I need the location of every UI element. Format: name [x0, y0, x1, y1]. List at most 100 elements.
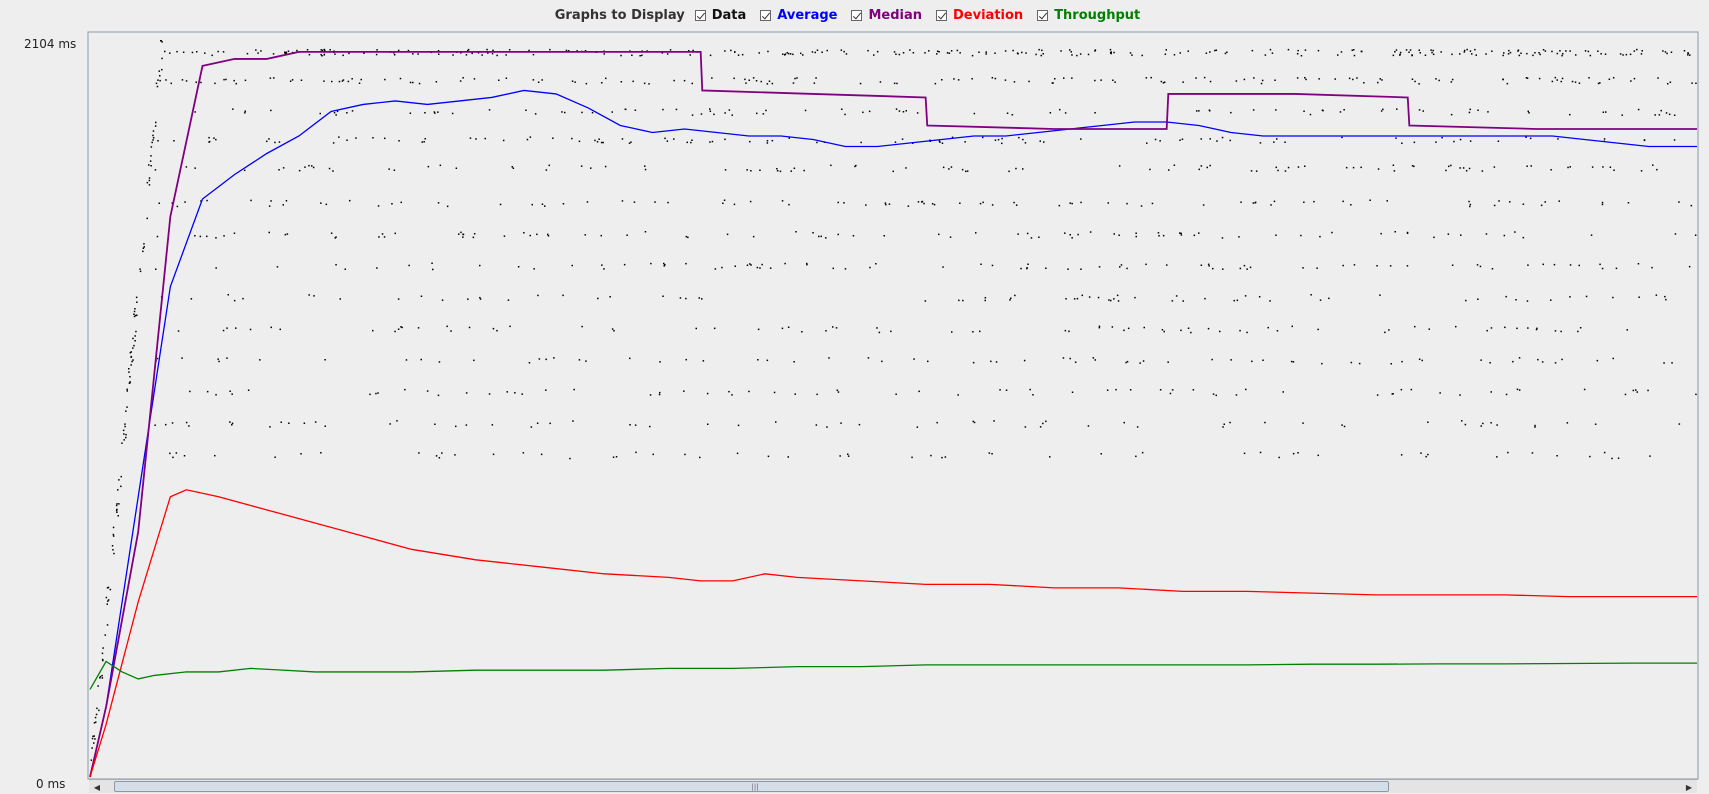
data-point — [243, 169, 246, 172]
data-point — [1115, 388, 1117, 391]
data-point — [564, 111, 566, 114]
data-point — [1413, 141, 1416, 144]
data-point — [837, 201, 839, 204]
data-point — [540, 453, 543, 456]
data-point — [941, 142, 944, 144]
legend-label-median: Median — [868, 7, 923, 23]
scroll-thumb[interactable]: ||| — [114, 781, 1390, 792]
data-point — [377, 392, 379, 394]
data-point — [351, 110, 354, 112]
data-point — [339, 298, 341, 300]
data-point — [1059, 108, 1061, 111]
data-point — [235, 82, 237, 85]
data-point — [1328, 297, 1330, 300]
data-point — [724, 50, 726, 52]
data-point — [741, 53, 744, 56]
data-point — [1030, 237, 1033, 239]
data-point — [1230, 359, 1232, 361]
checkbox-deviation[interactable] — [936, 9, 948, 21]
data-point — [479, 298, 482, 300]
data-point — [1601, 201, 1604, 204]
scroll-left-arrow-icon[interactable]: ◀ — [93, 782, 101, 792]
data-point — [634, 109, 637, 111]
data-point — [1175, 295, 1178, 297]
data-point — [233, 79, 235, 82]
data-point — [160, 40, 162, 42]
data-point — [938, 140, 941, 142]
data-point — [1229, 421, 1231, 424]
data-point — [1505, 295, 1507, 298]
data-point — [1567, 166, 1569, 169]
data-point — [621, 138, 624, 140]
data-point — [621, 200, 624, 202]
data-point — [1345, 166, 1348, 169]
data-point — [784, 53, 787, 55]
data-point — [1491, 50, 1493, 52]
data-point — [314, 421, 317, 423]
data-point — [933, 203, 936, 206]
data-point — [394, 330, 396, 333]
scroll-right-arrow-icon[interactable]: ▶ — [1685, 782, 1693, 792]
data-point — [1269, 48, 1272, 51]
data-point — [1206, 166, 1208, 169]
data-point — [351, 78, 353, 80]
data-point — [134, 308, 136, 310]
data-point — [1180, 232, 1182, 235]
legend-item-average[interactable]: Average — [760, 8, 837, 23]
data-point — [92, 735, 94, 738]
data-point — [1021, 51, 1023, 54]
legend-item-deviation[interactable]: Deviation — [936, 8, 1023, 23]
data-point — [1214, 49, 1216, 52]
data-point — [1529, 137, 1532, 140]
data-point — [1165, 49, 1167, 51]
data-point — [1292, 452, 1295, 455]
data-point — [991, 264, 994, 267]
data-point — [844, 113, 846, 116]
data-point — [663, 262, 665, 265]
data-point — [1629, 53, 1632, 56]
data-point — [1246, 268, 1248, 270]
data-point — [1287, 166, 1290, 169]
data-point — [1395, 49, 1398, 51]
data-point — [376, 267, 378, 269]
data-point — [1636, 391, 1638, 393]
y-axis-min-label: 0 ms — [36, 777, 66, 791]
checkbox-average[interactable] — [760, 9, 772, 21]
data-point — [837, 233, 839, 236]
data-point — [722, 202, 724, 204]
data-point — [1502, 78, 1504, 80]
data-point — [1690, 204, 1693, 207]
data-point — [666, 53, 669, 55]
data-point — [683, 79, 686, 82]
data-point — [561, 111, 563, 113]
checkbox-median[interactable] — [851, 9, 863, 21]
data-point — [1435, 78, 1437, 80]
checkbox-data[interactable] — [694, 9, 706, 21]
data-point — [966, 170, 969, 172]
checkbox-throughput[interactable] — [1037, 9, 1049, 21]
data-point — [532, 79, 535, 81]
legend-item-median[interactable]: Median — [851, 8, 922, 23]
data-point — [533, 268, 535, 270]
data-point — [176, 50, 178, 53]
data-point — [924, 300, 927, 302]
legend-item-data[interactable]: Data — [694, 8, 746, 23]
data-point — [1260, 82, 1263, 85]
data-point — [1304, 77, 1306, 79]
data-point — [181, 357, 183, 359]
data-point — [334, 53, 336, 55]
data-point — [1556, 52, 1559, 55]
data-point — [893, 51, 896, 53]
series-line-average — [89, 89, 1697, 778]
data-point — [571, 264, 573, 267]
data-point — [1469, 108, 1471, 111]
data-point — [269, 77, 272, 79]
data-point — [629, 357, 631, 360]
horizontal-scrollbar[interactable]: ◀ ||| ▶ — [89, 779, 1697, 793]
data-point — [644, 231, 647, 233]
data-point — [1480, 359, 1482, 361]
data-point — [509, 325, 511, 328]
data-point — [994, 77, 997, 80]
legend-item-throughput[interactable]: Throughput — [1037, 8, 1140, 23]
data-point — [217, 50, 219, 53]
